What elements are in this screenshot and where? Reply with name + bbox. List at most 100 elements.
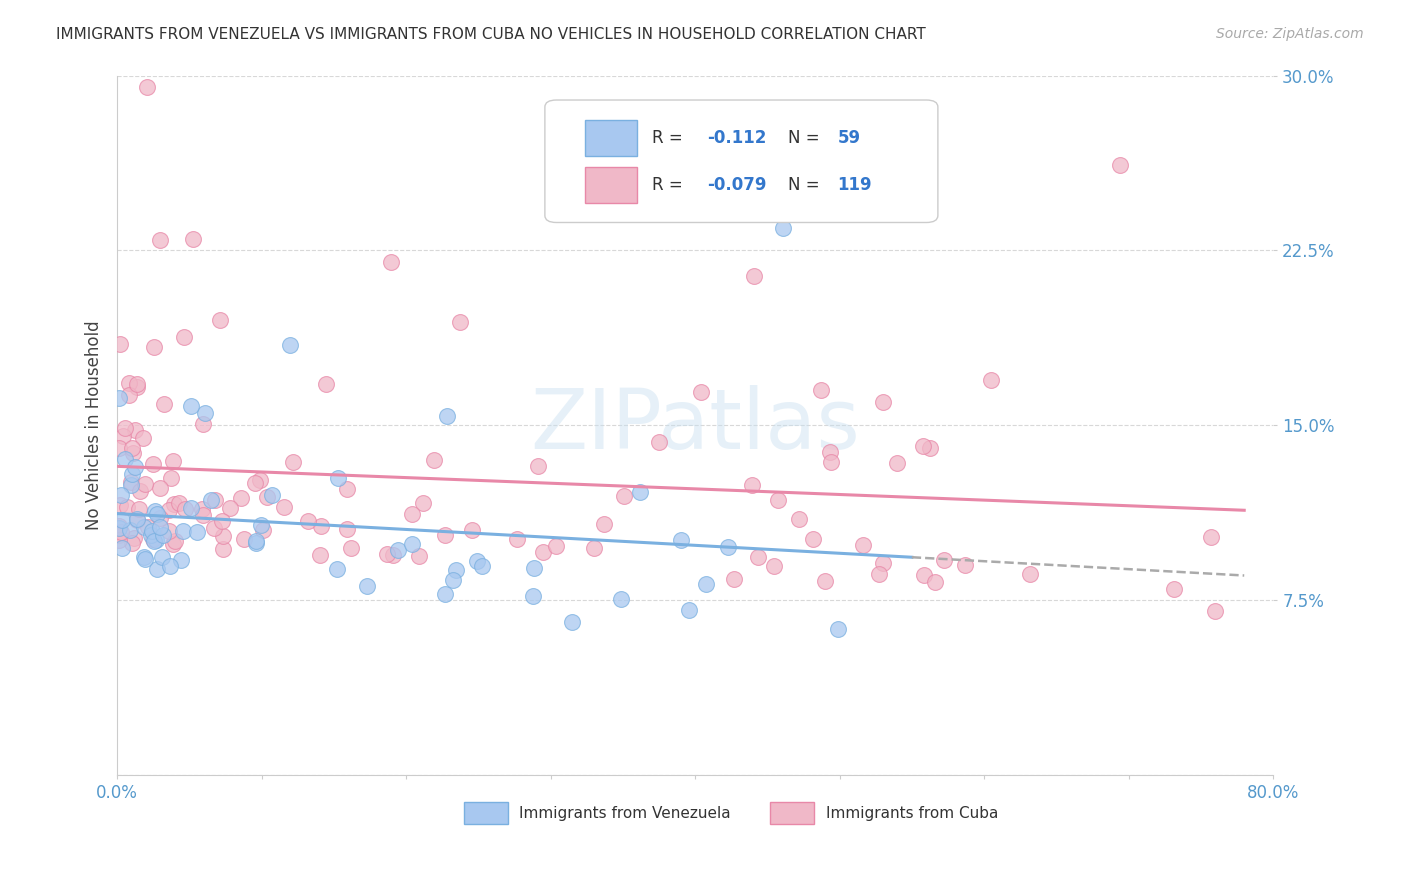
Y-axis label: No Vehicles in Household: No Vehicles in Household bbox=[86, 320, 103, 530]
Point bbox=[136, 80, 159, 95]
Point bbox=[180, 400, 202, 414]
Point bbox=[695, 576, 717, 591]
Point bbox=[108, 337, 131, 351]
Point bbox=[920, 441, 942, 455]
Point bbox=[145, 533, 167, 548]
Point bbox=[149, 481, 172, 495]
Point bbox=[412, 496, 434, 510]
Point bbox=[121, 467, 143, 481]
Point bbox=[613, 489, 636, 503]
Point bbox=[953, 558, 976, 573]
Point bbox=[422, 453, 444, 467]
Point bbox=[810, 383, 832, 397]
Point bbox=[772, 221, 794, 235]
Point bbox=[120, 475, 142, 489]
Point bbox=[243, 475, 266, 490]
Point bbox=[610, 591, 633, 606]
Point bbox=[162, 536, 184, 550]
Point bbox=[401, 508, 423, 522]
Point bbox=[204, 493, 226, 508]
Point bbox=[669, 533, 692, 548]
Point bbox=[118, 388, 141, 402]
Point bbox=[110, 541, 132, 556]
Point bbox=[375, 547, 398, 561]
Point bbox=[465, 554, 488, 568]
Point bbox=[401, 537, 423, 551]
Point bbox=[766, 493, 789, 508]
Point bbox=[818, 444, 841, 458]
Point bbox=[127, 376, 149, 391]
Point bbox=[232, 532, 254, 546]
Point bbox=[787, 512, 810, 526]
Point bbox=[149, 511, 172, 525]
Point bbox=[1019, 566, 1042, 581]
Point bbox=[408, 549, 430, 563]
Point bbox=[143, 340, 166, 354]
Point bbox=[506, 533, 529, 547]
Point bbox=[128, 501, 150, 516]
Point bbox=[434, 528, 457, 542]
Point bbox=[142, 533, 165, 547]
Point bbox=[249, 517, 271, 532]
FancyBboxPatch shape bbox=[546, 100, 938, 222]
Point bbox=[127, 513, 149, 527]
Point bbox=[107, 528, 129, 542]
Point bbox=[723, 573, 745, 587]
Point bbox=[120, 523, 142, 537]
Point bbox=[211, 514, 233, 528]
Point bbox=[742, 269, 765, 284]
Point bbox=[118, 376, 141, 390]
Point bbox=[150, 549, 173, 564]
Point bbox=[212, 529, 235, 543]
Point bbox=[124, 460, 146, 475]
Point bbox=[256, 491, 278, 505]
Bar bbox=[464, 802, 508, 824]
Point bbox=[132, 431, 155, 445]
Point bbox=[114, 421, 136, 435]
Point bbox=[717, 540, 740, 554]
Point bbox=[678, 603, 700, 617]
Point bbox=[122, 446, 145, 460]
Point bbox=[125, 380, 148, 394]
Point bbox=[134, 551, 156, 566]
Text: ZIPatlas: ZIPatlas bbox=[530, 385, 860, 466]
Point bbox=[107, 533, 129, 547]
Point bbox=[249, 473, 271, 487]
Point bbox=[170, 552, 193, 566]
Point bbox=[380, 254, 402, 268]
Point bbox=[444, 563, 467, 577]
Point bbox=[297, 514, 319, 528]
Point bbox=[814, 574, 837, 589]
Point bbox=[315, 376, 337, 391]
Point bbox=[912, 439, 935, 453]
Point bbox=[340, 541, 363, 556]
Point bbox=[157, 524, 180, 538]
Point bbox=[121, 536, 143, 550]
Point bbox=[141, 524, 163, 538]
Point bbox=[204, 521, 226, 535]
Point bbox=[273, 500, 295, 514]
Point bbox=[868, 566, 890, 581]
Point bbox=[173, 330, 195, 344]
Point bbox=[852, 538, 875, 552]
Point bbox=[219, 500, 242, 515]
Text: R =: R = bbox=[652, 176, 689, 194]
Text: 119: 119 bbox=[838, 176, 872, 194]
Point bbox=[980, 373, 1002, 387]
Point bbox=[820, 455, 842, 469]
Point bbox=[114, 452, 136, 467]
Point bbox=[193, 417, 215, 432]
Point bbox=[174, 502, 197, 516]
Point bbox=[449, 315, 471, 329]
Point bbox=[110, 525, 132, 540]
Point bbox=[108, 498, 131, 512]
Text: R =: R = bbox=[652, 128, 689, 147]
Point bbox=[1204, 604, 1226, 618]
Point bbox=[245, 536, 267, 550]
Text: N =: N = bbox=[787, 128, 824, 147]
Point bbox=[283, 455, 305, 469]
Point bbox=[146, 507, 169, 521]
Point bbox=[181, 232, 204, 246]
Point bbox=[309, 519, 332, 533]
Point bbox=[132, 520, 155, 534]
